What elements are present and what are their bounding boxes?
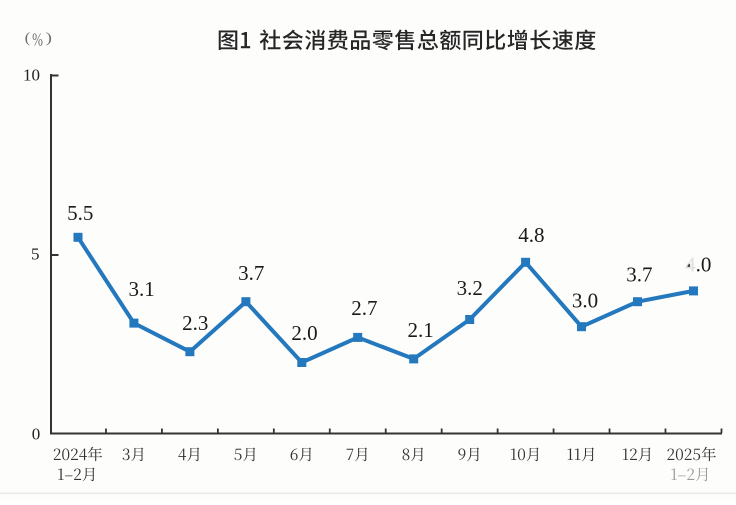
svg-text:10: 10 xyxy=(23,66,40,85)
svg-text:5.5: 5.5 xyxy=(67,201,93,225)
svg-text:2.1: 2.1 xyxy=(407,318,433,342)
svg-text:2.7: 2.7 xyxy=(351,296,377,320)
svg-text:3.7: 3.7 xyxy=(238,261,264,285)
svg-text:4.8: 4.8 xyxy=(518,223,544,247)
svg-text:0: 0 xyxy=(32,424,41,443)
svg-text:4.0: 4.0 xyxy=(685,252,711,276)
svg-text:5: 5 xyxy=(31,245,40,264)
svg-text:3.0: 3.0 xyxy=(572,289,598,313)
svg-text:3.2: 3.2 xyxy=(457,276,483,300)
svg-text:2.0: 2.0 xyxy=(291,321,317,345)
svg-text:2.3: 2.3 xyxy=(182,311,208,335)
svg-text:3.7: 3.7 xyxy=(626,263,652,287)
svg-text:3.1: 3.1 xyxy=(128,277,154,301)
